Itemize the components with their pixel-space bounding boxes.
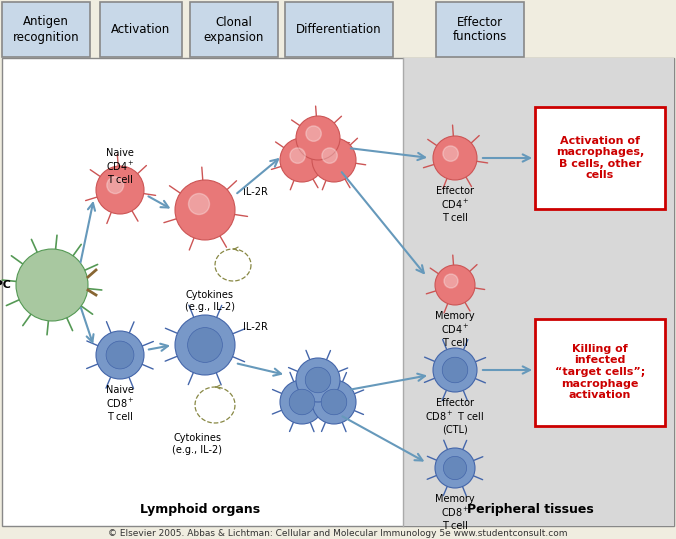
- FancyBboxPatch shape: [535, 319, 665, 426]
- FancyBboxPatch shape: [2, 2, 90, 57]
- Circle shape: [435, 448, 475, 488]
- Text: Cytokines
(e.g., IL-2): Cytokines (e.g., IL-2): [185, 290, 235, 312]
- Circle shape: [433, 348, 477, 392]
- Text: Activation: Activation: [112, 23, 170, 36]
- Circle shape: [296, 116, 340, 160]
- Circle shape: [290, 148, 306, 163]
- Circle shape: [188, 328, 222, 362]
- FancyBboxPatch shape: [403, 58, 674, 526]
- Text: Cytokines
(e.g., IL-2): Cytokines (e.g., IL-2): [172, 433, 222, 454]
- Text: Activation of
macrophages,
B cells, other
cells: Activation of macrophages, B cells, othe…: [556, 136, 644, 181]
- Text: IL-2R: IL-2R: [243, 322, 268, 332]
- Circle shape: [435, 265, 475, 305]
- Text: Antigen
recognition: Antigen recognition: [13, 16, 79, 44]
- Circle shape: [306, 367, 331, 393]
- Circle shape: [106, 341, 134, 369]
- Text: Naive
CD4$^+$
T cell: Naive CD4$^+$ T cell: [105, 148, 135, 185]
- FancyBboxPatch shape: [436, 2, 524, 57]
- Circle shape: [175, 315, 235, 375]
- Circle shape: [96, 166, 144, 214]
- Circle shape: [296, 358, 340, 402]
- Text: Naive
CD8$^+$
T cell: Naive CD8$^+$ T cell: [105, 385, 135, 422]
- Circle shape: [16, 249, 88, 321]
- FancyBboxPatch shape: [190, 2, 278, 57]
- Text: Lymphoid organs: Lymphoid organs: [140, 503, 260, 516]
- Text: Differentiation: Differentiation: [296, 23, 382, 36]
- Circle shape: [443, 457, 466, 480]
- Circle shape: [306, 126, 321, 141]
- Circle shape: [312, 380, 356, 424]
- FancyBboxPatch shape: [535, 107, 665, 209]
- Text: © Elsevier 2005. Abbas & Lichtman: Cellular and Molecular Immunology 5e www.stud: © Elsevier 2005. Abbas & Lichtman: Cellu…: [108, 529, 568, 538]
- Circle shape: [322, 148, 337, 163]
- Circle shape: [321, 389, 347, 414]
- Text: Effector
functions: Effector functions: [453, 16, 507, 44]
- Circle shape: [442, 357, 468, 383]
- Circle shape: [280, 138, 324, 182]
- Circle shape: [312, 138, 356, 182]
- Text: APC: APC: [0, 280, 12, 290]
- FancyBboxPatch shape: [2, 58, 674, 526]
- Circle shape: [175, 180, 235, 240]
- Text: Killing of
infected
“target cells”;
macrophage
activation: Killing of infected “target cells”; macr…: [555, 344, 645, 400]
- Text: Effector
CD8$^+$ T cell
(CTL): Effector CD8$^+$ T cell (CTL): [425, 398, 485, 435]
- Circle shape: [444, 274, 458, 288]
- Circle shape: [107, 177, 124, 194]
- Text: Peripheral tissues: Peripheral tissues: [466, 503, 594, 516]
- Text: Memory
CD8$^+$
T cell: Memory CD8$^+$ T cell: [435, 494, 475, 531]
- Text: Clonal
expansion: Clonal expansion: [203, 16, 264, 44]
- Text: IL-2R: IL-2R: [243, 187, 268, 197]
- Circle shape: [433, 136, 477, 180]
- Text: Effector
CD4$^+$
T cell: Effector CD4$^+$ T cell: [436, 186, 474, 223]
- Text: Memory
CD4$^+$
T cell: Memory CD4$^+$ T cell: [435, 311, 475, 348]
- Circle shape: [280, 380, 324, 424]
- FancyBboxPatch shape: [285, 2, 393, 57]
- FancyBboxPatch shape: [100, 2, 182, 57]
- Circle shape: [96, 331, 144, 379]
- Circle shape: [443, 146, 458, 161]
- Circle shape: [189, 194, 210, 215]
- Circle shape: [289, 389, 315, 414]
